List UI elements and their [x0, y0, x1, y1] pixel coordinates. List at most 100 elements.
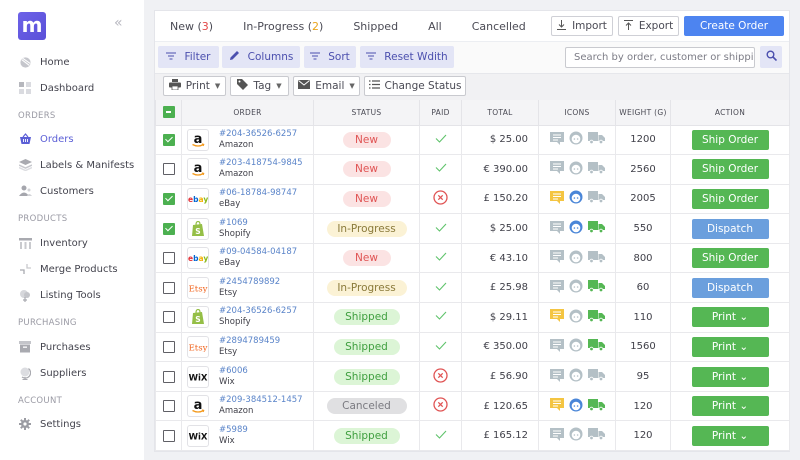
tab-all[interactable]: All	[428, 19, 442, 33]
truck-icon[interactable]	[587, 191, 605, 206]
order-link[interactable]: #2894789459	[219, 335, 281, 346]
order-link[interactable]: #204-36526-6257	[219, 306, 298, 317]
customer-icon[interactable]	[569, 220, 583, 237]
sidebar-item-merge-products[interactable]: Merge Products	[18, 259, 118, 279]
order-link[interactable]: #09-04584-04187	[219, 247, 298, 258]
ship-order-button[interactable]: Ship Order	[691, 129, 769, 150]
truck-icon[interactable]	[587, 132, 605, 147]
row-checkbox[interactable]	[162, 340, 175, 353]
sidebar-item-customers[interactable]: Customers	[18, 181, 94, 201]
row-checkbox[interactable]	[162, 429, 175, 442]
note-icon[interactable]	[549, 131, 564, 148]
customer-icon[interactable]	[569, 398, 583, 415]
truck-icon[interactable]	[587, 309, 605, 325]
truck-icon[interactable]	[587, 280, 605, 295]
print-button[interactable]: Print ⌄	[691, 425, 769, 446]
note-icon[interactable]	[549, 250, 564, 266]
order-link[interactable]: #6006	[219, 365, 248, 376]
order-link[interactable]: #1069	[219, 217, 248, 228]
table-row[interactable]: ebay #09-04584-04187 eBay New € 43.10 80…	[155, 242, 790, 274]
truck-icon[interactable]	[587, 428, 605, 443]
row-checkbox[interactable]	[162, 163, 175, 176]
col-status[interactable]: STATUS	[313, 100, 420, 126]
order-link[interactable]: #209-384512-1457	[219, 395, 303, 406]
table-row[interactable]: S #1069 Shopify In-Progress $ 25.00 550 …	[155, 213, 790, 244]
row-checkbox[interactable]	[162, 311, 175, 324]
print-button[interactable]: Print ⌄	[691, 336, 769, 357]
col-weight[interactable]: WEIGHT (G)	[615, 100, 671, 126]
ship-order-button[interactable]: Ship Order	[691, 188, 769, 209]
customer-icon[interactable]	[569, 279, 583, 296]
order-link[interactable]: #203-418754-9845	[219, 158, 303, 169]
row-checkbox[interactable]	[162, 370, 175, 383]
note-icon[interactable]	[549, 309, 564, 325]
note-icon[interactable]	[549, 279, 564, 296]
tag-dropdown[interactable]: Tag ▼	[230, 76, 289, 96]
email-dropdown[interactable]: Email ▼	[293, 76, 360, 96]
truck-icon[interactable]	[587, 250, 605, 266]
customer-icon[interactable]	[569, 250, 583, 267]
customer-icon[interactable]	[569, 161, 583, 178]
table-row[interactable]: S #204-36526-6257 Shopify Shipped $ 29.1…	[155, 302, 790, 333]
print-dropdown[interactable]: Print ▼	[163, 76, 226, 96]
customer-icon[interactable]	[569, 427, 583, 444]
sidebar-item-suppliers[interactable]: Suppliers	[18, 363, 86, 383]
row-checkbox[interactable]	[162, 192, 175, 205]
sidebar-item-purchases[interactable]: Purchases	[18, 337, 91, 357]
tab-cancelled[interactable]: Cancelled	[471, 19, 526, 33]
note-icon[interactable]	[549, 220, 564, 237]
select-all-checkbox[interactable]	[162, 106, 175, 119]
note-icon[interactable]	[549, 338, 564, 355]
filter-button[interactable]: Filter	[158, 46, 219, 68]
sidebar-item-listing-tools[interactable]: Listing Tools	[18, 285, 101, 305]
truck-icon[interactable]	[587, 221, 605, 236]
col-icons[interactable]: ICONS	[538, 100, 616, 126]
reset-width-button[interactable]: Reset Wdith	[360, 46, 454, 68]
sidebar-item-home[interactable]: Home	[18, 52, 70, 72]
note-icon[interactable]	[549, 427, 564, 444]
truck-icon[interactable]	[587, 161, 605, 177]
note-icon[interactable]	[549, 161, 564, 177]
customer-icon[interactable]	[569, 309, 583, 326]
customer-icon[interactable]	[569, 368, 583, 385]
note-icon[interactable]	[549, 368, 564, 385]
order-link[interactable]: #204-36526-6257	[219, 128, 298, 139]
table-row[interactable]: a #204-36526-6257 Amazon New $ 25.00 120…	[155, 124, 790, 156]
table-row[interactable]: WiX #6006 Wix Shipped £ 56.90 95 Print ⌄	[155, 361, 790, 392]
order-link[interactable]: #06-18784-98747	[219, 187, 298, 198]
export-button[interactable]: Export	[618, 16, 679, 36]
row-checkbox[interactable]	[162, 252, 175, 265]
table-row[interactable]: ebay #06-18784-98747 eBay New £ 150.20 2…	[155, 183, 790, 215]
order-link[interactable]: #2454789892	[219, 276, 281, 287]
tab-in-progress[interactable]: In-Progress (2)	[243, 19, 324, 33]
print-button[interactable]: Print ⌄	[691, 396, 769, 417]
sort-button[interactable]: Sort	[304, 46, 356, 68]
note-icon[interactable]	[549, 190, 564, 207]
import-button[interactable]: Import	[551, 16, 613, 36]
col-order[interactable]: ORDER	[181, 100, 314, 126]
collapse-sidebar-icon[interactable]: «	[114, 15, 123, 31]
note-icon[interactable]	[549, 398, 564, 414]
table-row[interactable]: a #203-418754-9845 Amazon New € 390.00 2…	[155, 154, 790, 185]
truck-icon[interactable]	[587, 398, 605, 414]
columns-button[interactable]: Columns	[222, 46, 300, 68]
app-logo[interactable]: m	[18, 12, 46, 40]
customer-icon[interactable]	[569, 131, 583, 148]
order-link[interactable]: #5989	[219, 424, 248, 435]
dispatch-button[interactable]: Dispatch	[691, 277, 769, 298]
ship-order-button[interactable]: Ship Order	[691, 248, 769, 269]
row-checkbox[interactable]	[162, 400, 175, 413]
sidebar-item-orders[interactable]: Orders	[18, 129, 74, 149]
row-checkbox[interactable]	[162, 281, 175, 294]
search-button[interactable]	[760, 46, 782, 68]
truck-icon[interactable]	[587, 339, 605, 354]
sidebar-item-settings[interactable]: Settings	[18, 414, 81, 434]
table-row[interactable]: a #209-384512-1457 Amazon Canceled £ 120…	[155, 390, 790, 422]
search-input[interactable]: Search by order, customer or shippi...	[565, 47, 755, 68]
sidebar-item-inventory[interactable]: Inventory	[18, 233, 88, 253]
ship-order-button[interactable]: Ship Order	[691, 159, 769, 180]
tab-shipped[interactable]: Shipped	[353, 19, 399, 33]
table-row[interactable]: WiX #5989 Wix Shipped £ 165.12 120 Print…	[155, 420, 790, 452]
col-action[interactable]: ACTION	[670, 100, 790, 126]
col-paid[interactable]: PAID	[419, 100, 462, 126]
